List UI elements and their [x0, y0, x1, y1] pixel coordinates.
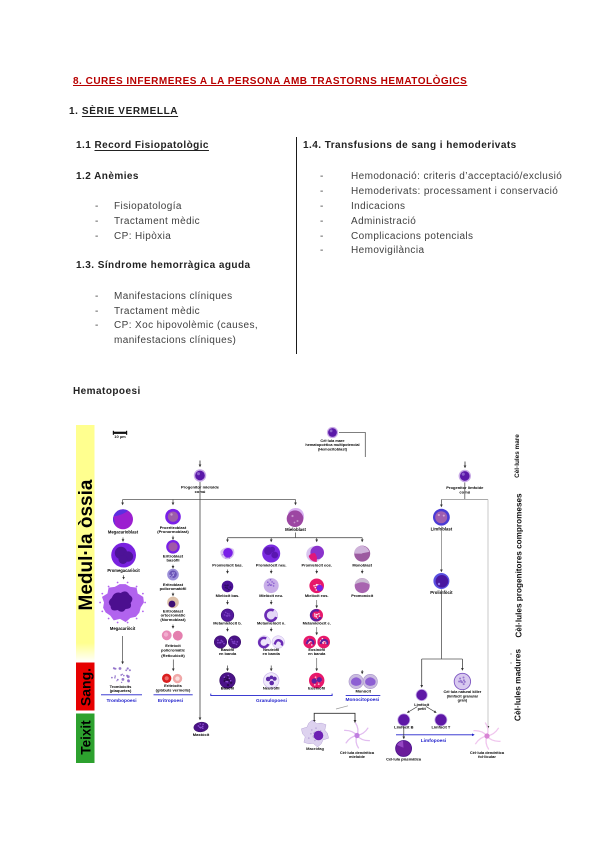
- svg-text:Promegacariòcit: Promegacariòcit: [107, 568, 140, 573]
- svg-text:Promielòcit neu.: Promielòcit neu.: [256, 563, 287, 568]
- svg-text:Cèl·lula dendrítica: Cèl·lula dendrítica: [340, 750, 375, 755]
- svg-text:(Reticulòcit): (Reticulòcit): [161, 653, 185, 658]
- svg-text:Metamielòcit b.: Metamielòcit b.: [213, 621, 241, 626]
- svg-text:Limfopoesi: Limfopoesi: [421, 738, 447, 744]
- svg-text:policromatòfil: policromatòfil: [160, 586, 187, 591]
- svg-text:Proeritroblast: Proeritroblast: [160, 525, 187, 530]
- svg-text:(Normoblast): (Normoblast): [160, 617, 186, 622]
- svg-text:Cèl·lula plasmàtica: Cèl·lula plasmàtica: [386, 758, 422, 762]
- svg-text:Trombòcits: Trombòcits: [110, 684, 133, 689]
- svg-text:Eosinòfil: Eosinòfil: [308, 685, 325, 690]
- svg-text:Cèl·lula mare: Cèl·lula mare: [320, 439, 344, 443]
- svg-text:Cèl·lules madures: Cèl·lules madures: [513, 649, 523, 721]
- svg-text:Promielòcit bas.: Promielòcit bas.: [212, 563, 242, 568]
- svg-text:en banda: en banda: [219, 651, 237, 656]
- svg-text:Megacarioblast: Megacarioblast: [108, 530, 139, 535]
- svg-text:fol·licular: fol·licular: [478, 754, 496, 759]
- svg-text:Eosinòfil: Eosinòfil: [308, 647, 325, 652]
- svg-text:Teixit: Teixit: [78, 720, 93, 755]
- svg-text:Basòfil: Basòfil: [221, 685, 235, 690]
- svg-text:(limfòcit granular: (limfòcit granular: [447, 694, 479, 698]
- svg-text:Metamielòcit e.: Metamielòcit e.: [303, 621, 331, 626]
- svg-text:ortocromàtic: ortocromàtic: [161, 613, 186, 618]
- svg-text:Metamielòcit n.: Metamielòcit n.: [257, 621, 285, 626]
- svg-text:Basòfil: Basòfil: [221, 647, 234, 652]
- svg-text:Eritroblast: Eritroblast: [163, 582, 184, 587]
- svg-text:(Pronormoblast): (Pronormoblast): [157, 529, 189, 534]
- svg-text:Mielòcit eos.: Mielòcit eos.: [305, 593, 329, 598]
- svg-text:Eritròcits: Eritròcits: [164, 683, 183, 688]
- svg-text:basòfil: basòfil: [166, 558, 179, 563]
- svg-text:(plaquetes): (plaquetes): [110, 688, 132, 693]
- svg-text:Mielòcit neu.: Mielòcit neu.: [259, 593, 283, 598]
- svg-text:Mastòcit: Mastòcit: [193, 732, 210, 737]
- svg-text:policromàtic: policromàtic: [161, 647, 186, 652]
- svg-text:(glòbuls vermells): (glòbuls vermells): [156, 687, 191, 692]
- svg-text:en banda: en banda: [308, 651, 326, 656]
- svg-text:Cèl·lules mare: Cèl·lules mare: [514, 434, 521, 478]
- svg-text:Limfòcit T: Limfòcit T: [431, 724, 450, 729]
- svg-text:Eritròcit: Eritròcit: [165, 643, 181, 648]
- svg-text:Granulopoesi: Granulopoesi: [256, 698, 287, 704]
- svg-text:Monòcit: Monòcit: [355, 689, 371, 694]
- svg-text:Neutròfil: Neutròfil: [263, 647, 279, 652]
- svg-text:Medul·la òssia: Medul·la òssia: [76, 479, 97, 610]
- svg-text:Eritroblast: Eritroblast: [163, 608, 184, 613]
- svg-text:Monocitopoesi: Monocitopoesi: [345, 697, 379, 703]
- svg-text:Sang.: Sang.: [78, 668, 94, 706]
- svg-text:Trombopoesi: Trombopoesi: [106, 698, 136, 704]
- svg-text:Cèl·lules progenitores comprom: Cèl·lules progenitores compromeses: [514, 493, 523, 638]
- svg-text:10 µm: 10 µm: [114, 434, 126, 439]
- svg-text:en banda: en banda: [263, 651, 281, 656]
- svg-text:Neutròfil: Neutròfil: [263, 685, 280, 690]
- svg-text:Limfòcit: Limfòcit: [414, 703, 430, 707]
- svg-text:hematopoètica multipotencial: hematopoètica multipotencial: [305, 443, 359, 447]
- svg-text:(Hemocitoblast): (Hemocitoblast): [318, 447, 348, 451]
- svg-text:Cèl·lula natural killer: Cèl·lula natural killer: [443, 690, 481, 694]
- svg-text:petit: petit: [418, 707, 427, 711]
- svg-text:Monoblast: Monoblast: [352, 563, 372, 568]
- svg-text:Eritropoesi: Eritropoesi: [158, 698, 183, 704]
- svg-text:mieloide: mieloide: [349, 754, 366, 759]
- svg-text:Macròfag: Macròfag: [306, 746, 324, 751]
- svg-text:Mieloblast: Mieloblast: [285, 527, 306, 532]
- svg-text:Cèl·lula dendrítica: Cèl·lula dendrítica: [470, 750, 505, 755]
- svg-text:Megacariòcit: Megacariòcit: [110, 626, 136, 631]
- svg-text:gran): gran): [458, 699, 468, 703]
- svg-text:Mielòcit bas.: Mielòcit bas.: [216, 593, 240, 598]
- svg-text:Promonòcit: Promonòcit: [351, 593, 374, 598]
- svg-text:Promielòcit eos.: Promielòcit eos.: [301, 563, 331, 568]
- svg-text:Eritroblast: Eritroblast: [163, 554, 184, 559]
